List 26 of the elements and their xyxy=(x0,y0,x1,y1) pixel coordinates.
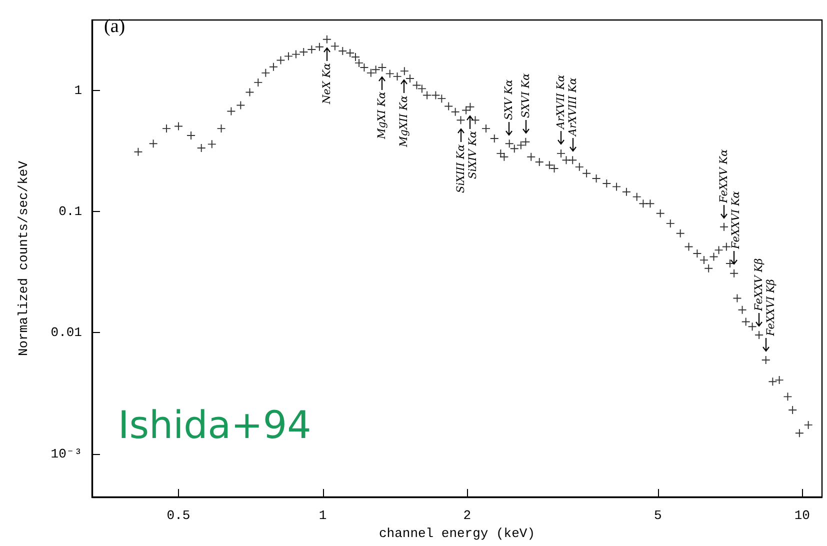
y-tick-label: 10⁻³ xyxy=(50,446,82,462)
x-tick-label: 2 xyxy=(463,508,472,523)
x-tick-label: 10 xyxy=(794,508,810,523)
y-tick-label: 0.1 xyxy=(58,204,82,219)
annotation: SXVI Kα xyxy=(520,73,532,118)
annotation: SXV Kα xyxy=(503,79,516,120)
annotation: ArXVIII Kα xyxy=(567,78,579,136)
annotation: SiXIII Kα xyxy=(454,144,467,194)
annotation: FeXXV Kβ xyxy=(753,258,766,312)
annotation: SiXIV Kα xyxy=(466,130,479,179)
x-axis-title: channel energy (keV) xyxy=(378,526,536,541)
annotation: MgXII Kα xyxy=(398,96,410,148)
annotation: FeXXVI Kα xyxy=(730,192,742,250)
y-tick-label: 0.01 xyxy=(50,325,82,340)
x-tick-label: 1 xyxy=(318,508,327,523)
annotation: FeXXV Kα xyxy=(718,149,730,203)
y-axis-title: Normalized counts/sec/keV xyxy=(16,160,31,356)
x-tick-label: 5 xyxy=(654,508,662,523)
y-tick-label: 1 xyxy=(74,82,82,98)
annotation: Ishida+94 xyxy=(118,403,312,447)
annotation: ArXVII Kα xyxy=(555,75,567,130)
annotation: MgXI Kα xyxy=(376,91,388,139)
annotation: FeXXVI Kβ xyxy=(765,279,778,336)
x-tick-label: 0.5 xyxy=(166,508,190,523)
annotation: NeX Kα xyxy=(320,63,333,104)
annotation: (a) xyxy=(104,16,126,37)
